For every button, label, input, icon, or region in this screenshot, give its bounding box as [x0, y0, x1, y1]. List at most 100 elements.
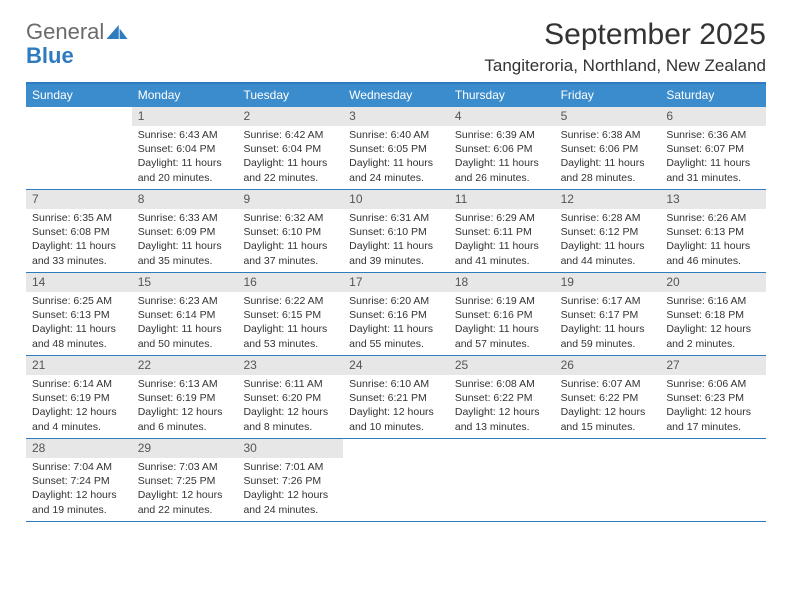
day-body: Sunrise: 6:40 AMSunset: 6:05 PMDaylight:…: [343, 128, 449, 189]
day-number: 25: [449, 356, 555, 375]
daylight-line: Daylight: 12 hours and 2 minutes.: [666, 322, 760, 350]
day-body: Sunrise: 6:43 AMSunset: 6:04 PMDaylight:…: [132, 128, 238, 189]
sunset-line: Sunset: 6:11 PM: [455, 225, 549, 239]
day-cell: ..: [660, 439, 766, 521]
day-cell: 5Sunrise: 6:38 AMSunset: 6:06 PMDaylight…: [555, 107, 661, 189]
sunset-line: Sunset: 6:20 PM: [243, 391, 337, 405]
day-cell: ..: [343, 439, 449, 521]
sail-icon: [106, 25, 128, 39]
sunset-line: Sunset: 6:16 PM: [349, 308, 443, 322]
day-body: Sunrise: 6:22 AMSunset: 6:15 PMDaylight:…: [237, 294, 343, 355]
day-cell: 8Sunrise: 6:33 AMSunset: 6:09 PMDaylight…: [132, 190, 238, 272]
sunset-line: Sunset: 6:07 PM: [666, 142, 760, 156]
day-number: 26: [555, 356, 661, 375]
day-number: 7: [26, 190, 132, 209]
daylight-line: Daylight: 11 hours and 33 minutes.: [32, 239, 126, 267]
sunrise-line: Sunrise: 6:43 AM: [138, 128, 232, 142]
day-body: Sunrise: 6:11 AMSunset: 6:20 PMDaylight:…: [237, 377, 343, 438]
sunset-line: Sunset: 6:09 PM: [138, 225, 232, 239]
day-body: Sunrise: 6:20 AMSunset: 6:16 PMDaylight:…: [343, 294, 449, 355]
daylight-line: Daylight: 12 hours and 13 minutes.: [455, 405, 549, 433]
day-body: Sunrise: 6:23 AMSunset: 6:14 PMDaylight:…: [132, 294, 238, 355]
day-cell: ..: [449, 439, 555, 521]
sunrise-line: Sunrise: 6:22 AM: [243, 294, 337, 308]
day-cell: 17Sunrise: 6:20 AMSunset: 6:16 PMDayligh…: [343, 273, 449, 355]
day-cell: 9Sunrise: 6:32 AMSunset: 6:10 PMDaylight…: [237, 190, 343, 272]
day-body: Sunrise: 6:25 AMSunset: 6:13 PMDaylight:…: [26, 294, 132, 355]
daylight-line: Daylight: 11 hours and 48 minutes.: [32, 322, 126, 350]
sunset-line: Sunset: 6:23 PM: [666, 391, 760, 405]
daylight-line: Daylight: 11 hours and 20 minutes.: [138, 156, 232, 184]
sunrise-line: Sunrise: 6:10 AM: [349, 377, 443, 391]
daylight-line: Daylight: 11 hours and 53 minutes.: [243, 322, 337, 350]
day-number: 29: [132, 439, 238, 458]
sunset-line: Sunset: 6:22 PM: [561, 391, 655, 405]
day-number: 20: [660, 273, 766, 292]
day-number: 6: [660, 107, 766, 126]
daylight-line: Daylight: 12 hours and 19 minutes.: [32, 488, 126, 516]
sunrise-line: Sunrise: 6:07 AM: [561, 377, 655, 391]
day-body: Sunrise: 6:35 AMSunset: 6:08 PMDaylight:…: [26, 211, 132, 272]
day-number: 27: [660, 356, 766, 375]
sunrise-line: Sunrise: 6:33 AM: [138, 211, 232, 225]
day-number: 21: [26, 356, 132, 375]
day-number: 16: [237, 273, 343, 292]
day-number: 3: [343, 107, 449, 126]
sunset-line: Sunset: 6:17 PM: [561, 308, 655, 322]
day-cell: 23 Sunrise: 6:11 AMSunset: 6:20 PMDayligh…: [237, 356, 343, 438]
day-cell: 26 Sunrise: 6:07 AMSunset: 6:22 PMDayligh…: [555, 356, 661, 438]
day-cell: 27Sunrise: 6:06 AMSunset: 6:23 PMDayligh…: [660, 356, 766, 438]
sunrise-line: Sunrise: 6:11 AM: [243, 377, 337, 391]
day-body: Sunrise: 6:17 AMSunset: 6:17 PMDaylight:…: [555, 294, 661, 355]
day-cell: 1Sunrise: 6:43 AMSunset: 6:04 PMDaylight…: [132, 107, 238, 189]
day-cell: 11Sunrise: 6:29 AMSunset: 6:11 PMDayligh…: [449, 190, 555, 272]
daylight-line: Daylight: 11 hours and 57 minutes.: [455, 322, 549, 350]
daylight-line: Daylight: 11 hours and 59 minutes.: [561, 322, 655, 350]
brand-name-1: General: [26, 19, 104, 44]
day-body: Sunrise: 6:39 AMSunset: 6:06 PMDaylight:…: [449, 128, 555, 189]
day-number: 8: [132, 190, 238, 209]
day-number: 19: [555, 273, 661, 292]
sunrise-line: Sunrise: 6:16 AM: [666, 294, 760, 308]
daylight-line: Daylight: 12 hours and 10 minutes.: [349, 405, 443, 433]
weekday-header: Wednesday: [343, 84, 449, 107]
calendar-grid: SundayMondayTuesdayWednesdayThursdayFrid…: [26, 82, 766, 522]
sunrise-line: Sunrise: 6:42 AM: [243, 128, 337, 142]
day-body: Sunrise: 6:16 AMSunset: 6:18 PMDaylight:…: [660, 294, 766, 355]
title-block: September 2025 Tangiteroria, Northland, …: [484, 18, 766, 76]
sunset-line: Sunset: 6:06 PM: [561, 142, 655, 156]
sunset-line: Sunset: 6:06 PM: [455, 142, 549, 156]
sunset-line: Sunset: 6:15 PM: [243, 308, 337, 322]
weeks-container: .. 1Sunrise: 6:43 AMSunset: 6:04 PMDaylig…: [26, 107, 766, 522]
day-cell: 2Sunrise: 6:42 AMSunset: 6:04 PMDaylight…: [237, 107, 343, 189]
day-number: 23: [237, 356, 343, 375]
day-body: Sunrise: 6:26 AMSunset: 6:13 PMDaylight:…: [660, 211, 766, 272]
day-body: Sunrise: 6:29 AMSunset: 6:11 PMDaylight:…: [449, 211, 555, 272]
day-body: Sunrise: 6:42 AMSunset: 6:04 PMDaylight:…: [237, 128, 343, 189]
sunrise-line: Sunrise: 6:28 AM: [561, 211, 655, 225]
day-number: 10: [343, 190, 449, 209]
sunset-line: Sunset: 6:22 PM: [455, 391, 549, 405]
day-cell: 12Sunrise: 6:28 AMSunset: 6:12 PMDayligh…: [555, 190, 661, 272]
daylight-line: Daylight: 11 hours and 44 minutes.: [561, 239, 655, 267]
sunrise-line: Sunrise: 6:23 AM: [138, 294, 232, 308]
daylight-line: Daylight: 12 hours and 6 minutes.: [138, 405, 232, 433]
sunset-line: Sunset: 6:19 PM: [138, 391, 232, 405]
sunrise-line: Sunrise: 6:14 AM: [32, 377, 126, 391]
daylight-line: Daylight: 11 hours and 26 minutes.: [455, 156, 549, 184]
sunrise-line: Sunrise: 6:17 AM: [561, 294, 655, 308]
daylight-line: Daylight: 12 hours and 17 minutes.: [666, 405, 760, 433]
day-cell: 14Sunrise: 6:25 AMSunset: 6:13 PMDayligh…: [26, 273, 132, 355]
sunset-line: Sunset: 6:10 PM: [243, 225, 337, 239]
sunset-line: Sunset: 6:16 PM: [455, 308, 549, 322]
daylight-line: Daylight: 12 hours and 22 minutes.: [138, 488, 232, 516]
sunset-line: Sunset: 6:14 PM: [138, 308, 232, 322]
sunset-line: Sunset: 7:24 PM: [32, 474, 126, 488]
day-cell: 21Sunrise: 6:14 AMSunset: 6:19 PMDayligh…: [26, 356, 132, 438]
sunrise-line: Sunrise: 6:29 AM: [455, 211, 549, 225]
sunrise-line: Sunrise: 7:04 AM: [32, 460, 126, 474]
daylight-line: Daylight: 11 hours and 39 minutes.: [349, 239, 443, 267]
day-number: 12: [555, 190, 661, 209]
daylight-line: Daylight: 12 hours and 15 minutes.: [561, 405, 655, 433]
sunset-line: Sunset: 6:08 PM: [32, 225, 126, 239]
